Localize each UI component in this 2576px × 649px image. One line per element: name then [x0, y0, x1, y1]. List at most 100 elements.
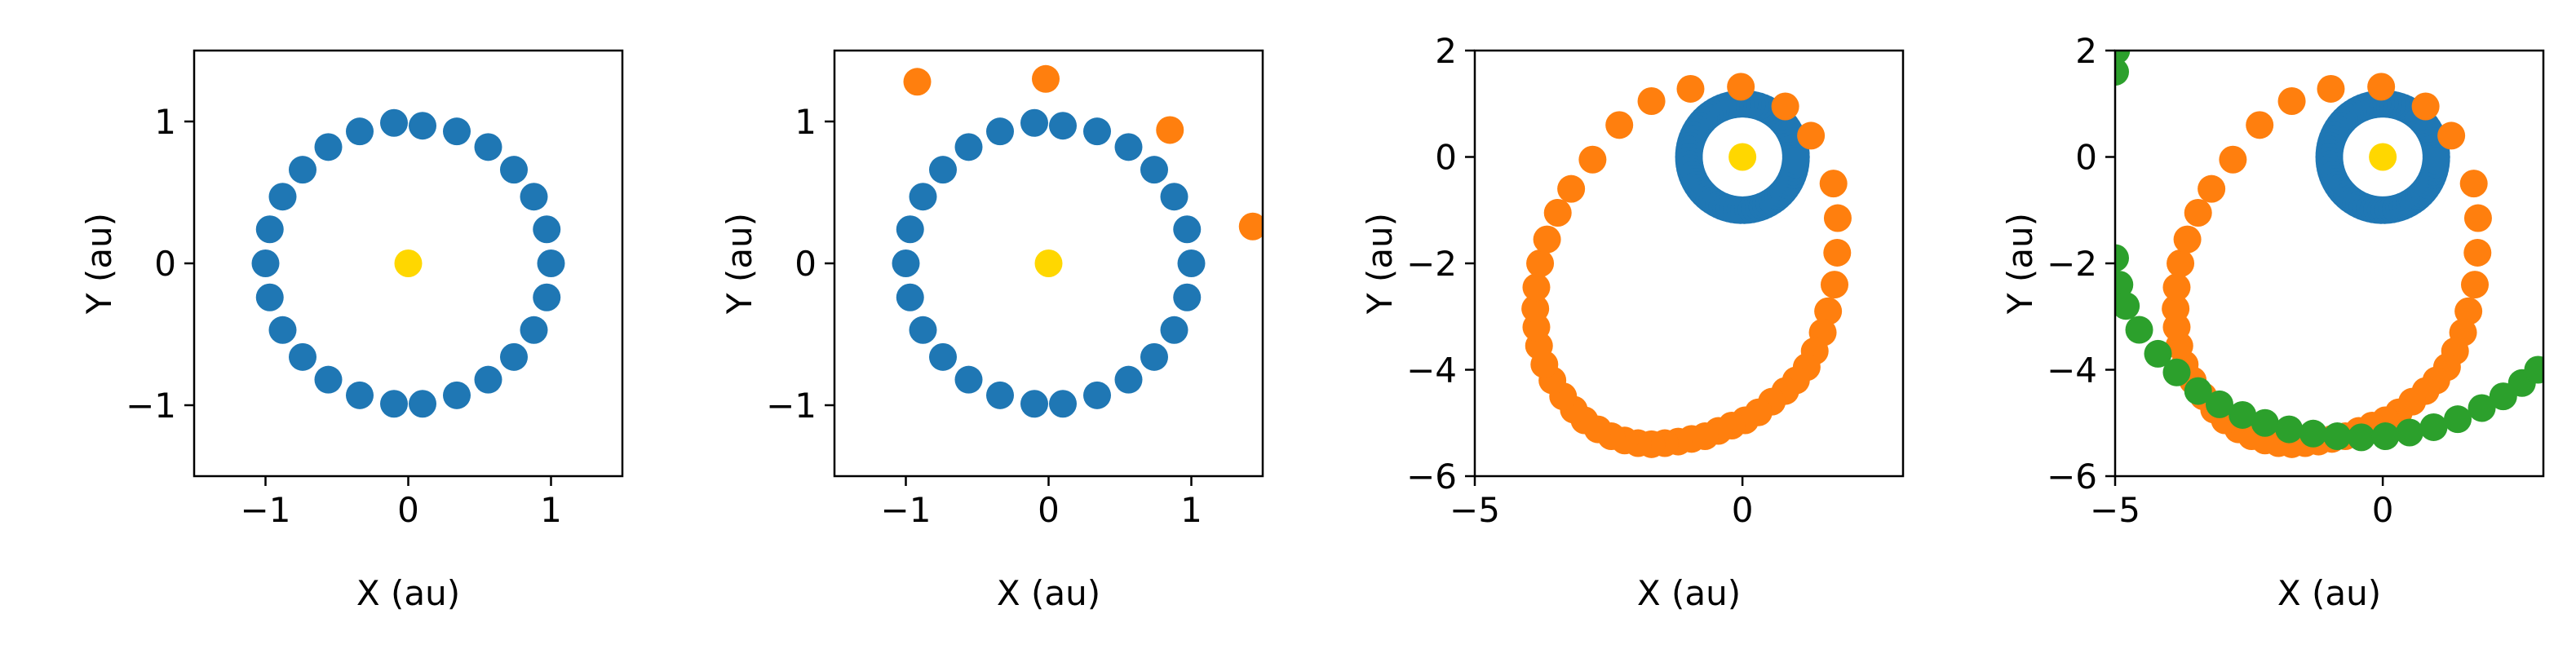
earth-point-1-24 — [346, 117, 374, 146]
earth-point-2-16 — [929, 342, 957, 371]
comet-point-3-8 — [1814, 297, 1843, 325]
earth-point-1-9 — [500, 342, 528, 371]
comet-point-3-35 — [1521, 294, 1550, 323]
x-axis-label-1: X (au) — [356, 573, 460, 613]
third-point-4-4 — [2115, 292, 2140, 320]
earth-point-3-89 — [1782, 147, 1810, 175]
earth-point-2-2 — [1114, 133, 1143, 161]
comet-point-4-42 — [2246, 111, 2274, 139]
earth-point-1-14 — [346, 381, 374, 409]
third-point-4-3 — [2115, 271, 2134, 299]
y-tick-label-3-3: 0 — [1435, 138, 1457, 178]
earth-point-1-25 — [380, 108, 408, 137]
comet-point-4-5 — [2463, 204, 2492, 232]
comet-point-4-43 — [2277, 86, 2306, 115]
earth-point-2-1 — [1083, 117, 1111, 146]
comet-point-3-36 — [1522, 273, 1551, 302]
y-axis-label-2: Y (au) — [719, 213, 759, 315]
y-tick-label-3-2: −2 — [1406, 244, 1457, 284]
comet-point-3-43 — [1637, 86, 1666, 115]
comet-point-3-41 — [1578, 145, 1607, 174]
sun-point-4-0 — [2369, 143, 2397, 171]
chart-panel-1: −1 0 1 −1 0 1 X (au) Y (au) — [79, 49, 624, 613]
third-point-4-1 — [2115, 51, 2131, 64]
earth-point-1-22 — [289, 156, 316, 184]
comet-point-2-1 — [1032, 64, 1060, 93]
comet-point-3-4 — [1819, 170, 1848, 198]
earth-point-1-5 — [533, 215, 561, 244]
earth-point-2-23 — [954, 133, 983, 161]
comet-point-3-0 — [1676, 74, 1705, 103]
comet-point-4-39 — [2184, 199, 2212, 227]
third-point-4-15 — [2347, 423, 2375, 452]
chart-panel-3: −5 0 −6 −4 −2 0 2 X (au) Y (au) — [1360, 31, 1905, 613]
earth-point-2-15 — [954, 365, 983, 394]
comet-point-3-7 — [1821, 271, 1848, 299]
third-point-4-5 — [2125, 316, 2153, 344]
comet-point-3-1 — [1727, 73, 1755, 101]
data-points-4 — [2115, 51, 2543, 458]
earth-point-1-20 — [255, 215, 284, 244]
x-tick-label-3-1: 0 — [1732, 490, 1754, 530]
data-points-2 — [892, 64, 1263, 418]
third-point-4-16 — [2371, 422, 2400, 451]
earth-point-1-12 — [409, 390, 436, 418]
comet-point-3-3 — [1797, 121, 1826, 150]
comet-point-4-1 — [2367, 73, 2396, 101]
third-point-4-12 — [2275, 415, 2304, 444]
comet-point-3-42 — [1605, 111, 1634, 139]
y-axis-label-4: Y (au) — [2000, 213, 2040, 315]
earth-point-4-89 — [2422, 147, 2450, 175]
earth-point-2-20 — [896, 215, 924, 244]
y-tick-label-3-1: −4 — [1406, 351, 1457, 391]
y-axis-label-3: Y (au) — [1360, 213, 1400, 315]
earth-point-1-1 — [443, 117, 471, 146]
y-tick-label-3-0: −6 — [1406, 457, 1457, 497]
earth-point-1-8 — [520, 316, 548, 344]
comet-point-2-2 — [1156, 116, 1184, 144]
earth-point-2-5 — [1173, 215, 1202, 244]
chart-panel-4: −5 0 −6 −4 −2 0 2 X (au) Y (au) — [2000, 31, 2545, 613]
x-tick-label-1-0: −1 — [241, 490, 291, 530]
earth-point-2-3 — [1140, 156, 1168, 184]
earth-point-2-18 — [896, 283, 924, 311]
sun-point-1-0 — [394, 249, 423, 277]
y-tick-label-4-2: −2 — [2047, 244, 2097, 284]
x-axis-label-2: X (au) — [997, 573, 1100, 613]
earth-point-2-22 — [929, 156, 957, 184]
earth-point-1-11 — [443, 381, 471, 409]
comet-point-2-3 — [1238, 212, 1263, 241]
earth-point-2-24 — [986, 117, 1014, 146]
y-tick-label-3-4: 2 — [1435, 31, 1457, 71]
comet-point-4-8 — [2454, 297, 2483, 325]
third-point-4-6 — [2144, 339, 2172, 368]
sun-point-3-0 — [1728, 143, 1757, 171]
earth-point-1-23 — [314, 133, 343, 161]
earth-point-1-3 — [500, 156, 528, 184]
third-point-4-10 — [2229, 400, 2257, 429]
x-axis-label-4: X (au) — [2277, 573, 2381, 613]
earth-point-1-0 — [409, 112, 436, 140]
third-point-4-2 — [2115, 244, 2129, 272]
comet-point-3-5 — [1823, 204, 1852, 232]
earth-point-1-19 — [251, 249, 280, 277]
earth-point-1-15 — [314, 365, 343, 394]
earth-point-2-13 — [1020, 390, 1048, 418]
third-point-4-14 — [2323, 422, 2352, 451]
x-axis-label-3: X (au) — [1637, 573, 1741, 613]
comet-point-4-41 — [2219, 145, 2247, 174]
comet-point-4-0 — [2317, 74, 2345, 103]
third-point-4-17 — [2395, 418, 2423, 447]
comet-point-4-37 — [2167, 249, 2195, 277]
earth-point-1-7 — [533, 283, 561, 311]
x-tick-label-2-2: 1 — [1180, 490, 1202, 530]
third-point-4-8 — [2184, 377, 2212, 405]
comet-point-3-6 — [1823, 238, 1852, 267]
y-tick-label-2-0: −1 — [766, 386, 817, 426]
x-tick-label-2-0: −1 — [881, 490, 932, 530]
earth-point-1-2 — [474, 133, 502, 161]
y-axis-label-1: Y (au) — [79, 213, 119, 315]
y-tick-label-2-2: 1 — [794, 102, 817, 142]
earth-point-2-10 — [1114, 365, 1143, 394]
